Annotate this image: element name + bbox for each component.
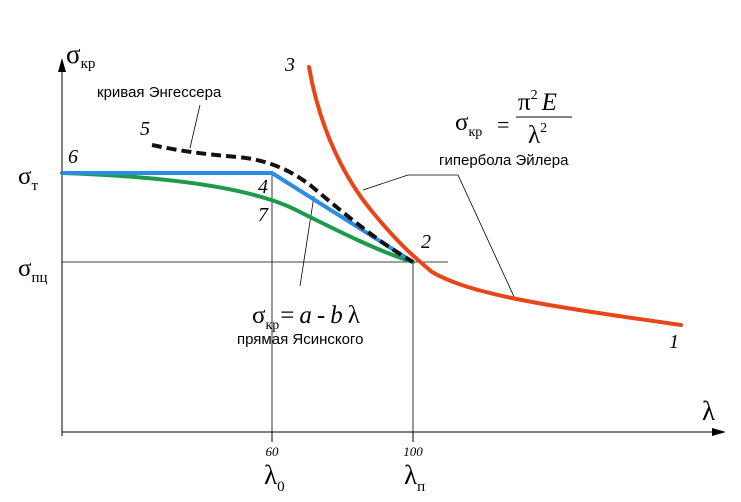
guide-lines xyxy=(62,172,448,432)
curve-number-4: 4 xyxy=(258,176,268,198)
x-tick-label-100: 100 xyxy=(403,444,423,459)
euler-formula-lhs: σкр xyxy=(455,109,482,140)
curve-number-1: 1 xyxy=(669,331,679,353)
leader-yasinsky xyxy=(299,195,315,287)
euler-hyperbola xyxy=(307,65,683,327)
x-axis-label: λ xyxy=(702,396,715,426)
engesser-label: кривая Энгессера xyxy=(97,84,222,101)
sigma-pts-label: σпц xyxy=(18,255,48,286)
curve-number-6: 6 xyxy=(68,146,78,168)
euler-formula-denominator: λ2 xyxy=(528,121,547,149)
leader-euler xyxy=(362,174,517,302)
leader-engesser xyxy=(189,104,201,149)
yasinsky-line xyxy=(62,171,415,264)
lambda-p-label: λп xyxy=(404,460,425,495)
curve-number-2: 2 xyxy=(421,231,431,253)
y-axis-arrow xyxy=(58,58,66,72)
x-axis-arrow xyxy=(712,428,726,436)
sigma-t-label: σт xyxy=(18,163,38,194)
axes xyxy=(61,70,716,436)
johnson-green-curve xyxy=(60,171,415,264)
yasinsky-label: прямая Ясинского xyxy=(237,331,363,348)
yasinsky-formula: σкр= a - b λ xyxy=(252,302,360,333)
euler-formula-eq: = xyxy=(497,112,509,137)
curve-number-7: 7 xyxy=(258,204,269,226)
engesser-curve xyxy=(151,143,415,264)
x-tick-label-60: 60 xyxy=(266,444,280,459)
curve-number-5: 5 xyxy=(140,118,150,140)
y-axis-label: σкр xyxy=(66,39,95,72)
euler-label: гипербола Эйлера xyxy=(439,152,569,169)
leader-lines xyxy=(189,104,517,302)
curve-number-3: 3 xyxy=(284,54,295,76)
euler-formula: σкр = π2 E λ2 xyxy=(455,88,572,149)
euler-formula-numerator: π2 E xyxy=(518,88,557,116)
lambda-0-label: λ0 xyxy=(264,460,285,495)
